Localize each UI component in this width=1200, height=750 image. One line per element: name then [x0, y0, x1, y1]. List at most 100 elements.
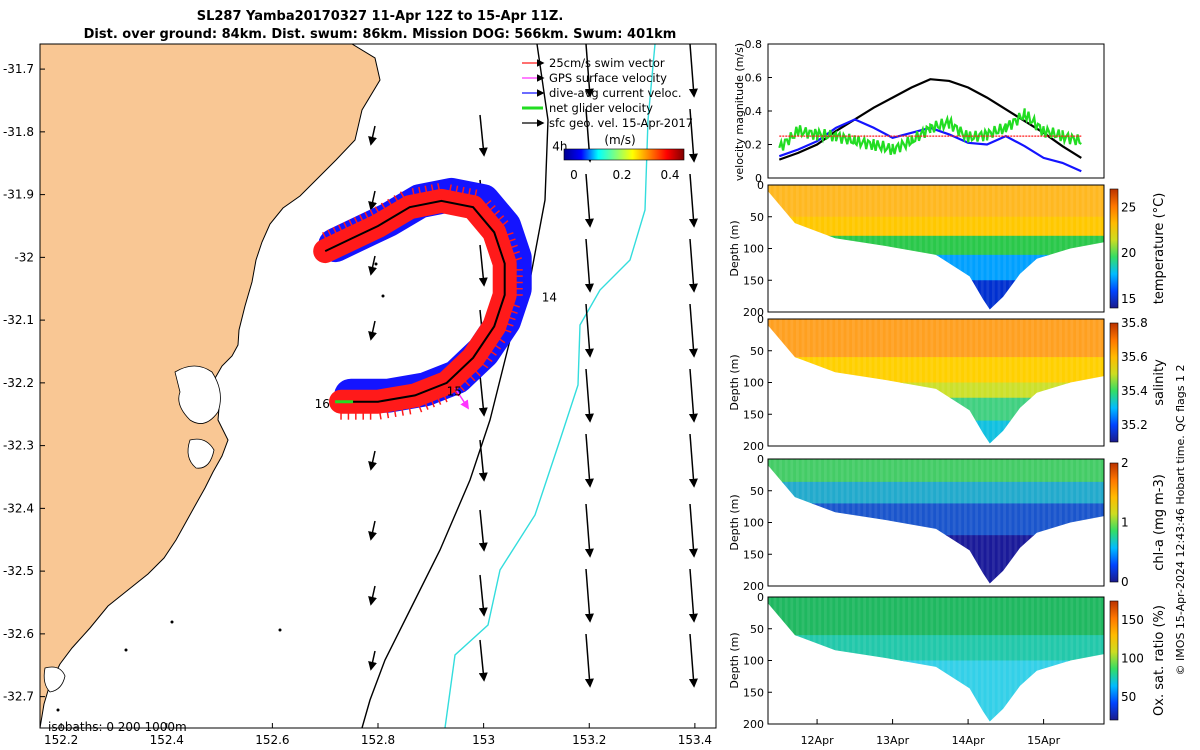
section-texture — [1003, 319, 1006, 444]
section-texture — [863, 319, 866, 444]
island-dot — [170, 620, 174, 624]
section-texture — [773, 185, 777, 310]
chl-a-colorbar-tick: 2 — [1121, 456, 1129, 470]
section-texture — [908, 459, 911, 584]
swim-vector-tick — [481, 344, 497, 356]
geo-velocity-arrow — [688, 238, 698, 293]
section-texture — [1092, 597, 1096, 722]
velocity-series-line — [778, 108, 1082, 155]
section-texture — [868, 185, 872, 310]
section-texture — [1042, 319, 1046, 444]
section-texture — [930, 319, 934, 444]
swim-vector-tick — [481, 205, 496, 218]
section-texture — [868, 597, 872, 722]
swim-vector-tick — [502, 250, 520, 259]
section-texture — [885, 319, 889, 444]
depth-axis-label: Depth (m) — [728, 354, 741, 410]
salinity-colorbar-tick: 35.4 — [1121, 384, 1148, 398]
section-texture — [997, 597, 1001, 722]
section-texture — [930, 459, 934, 584]
swim-vector-tick — [439, 385, 448, 403]
section-texture — [975, 185, 978, 310]
section-texture — [1036, 319, 1040, 444]
section-texture — [784, 185, 788, 310]
section-texture — [1036, 185, 1040, 310]
velocity-y-tick-label: 0.2 — [745, 139, 763, 152]
section-texture — [1064, 319, 1068, 444]
swim-vector-tick — [364, 211, 374, 229]
section-texture — [835, 597, 838, 722]
section-texture — [947, 459, 950, 584]
section-depth-band — [768, 420, 1104, 444]
section-texture — [1014, 185, 1018, 310]
section-texture — [980, 597, 984, 722]
section-texture — [919, 597, 922, 722]
section-texture — [902, 319, 906, 444]
time-tick-label: 13Apr — [876, 734, 910, 747]
island-dot — [124, 648, 128, 652]
geo-velocity-arrow — [478, 374, 488, 417]
section-texture — [936, 597, 939, 722]
section-texture — [941, 459, 945, 584]
section-texture — [1020, 597, 1023, 722]
depth-tick-label: 200 — [743, 440, 764, 453]
swim-vector-tick — [502, 300, 520, 308]
section-texture — [812, 597, 816, 722]
section-texture — [829, 459, 833, 584]
map-x-tick-label: 153.2 — [572, 733, 606, 747]
depth-tick-label: 0 — [757, 179, 764, 192]
section-texture — [1048, 597, 1051, 722]
section-depth-band — [768, 319, 1104, 359]
swim-vector-tick — [337, 224, 347, 242]
geo-velocity-arrow — [478, 244, 488, 287]
section-texture — [868, 319, 872, 444]
section-depth-band — [768, 254, 1104, 282]
section-depth-band — [768, 216, 1104, 237]
section-texture — [913, 459, 917, 584]
velocity-y-label: velocity magnitude (m/s) — [733, 43, 746, 181]
colorbar-tick-label: 0.2 — [612, 168, 631, 182]
swim-vector-tick — [461, 367, 476, 382]
track-time-label: 15 — [447, 384, 462, 398]
section-texture — [1031, 459, 1034, 584]
section-texture — [964, 185, 967, 310]
section-texture — [992, 319, 995, 444]
oxygen-colorbar-tick: 150 — [1121, 613, 1144, 627]
section-texture — [1025, 319, 1029, 444]
section-texture — [835, 459, 838, 584]
section-texture — [818, 597, 822, 722]
section-depth-band — [768, 397, 1104, 422]
island-dot — [374, 262, 378, 266]
geo-velocity-arrow — [688, 568, 698, 623]
section-texture — [846, 185, 850, 310]
section-texture — [941, 597, 945, 722]
swim-vector-tick — [343, 221, 353, 239]
oxygen-colorbar-label: Ox. sat. ratio (%) — [1152, 605, 1167, 716]
salinity-colorbar-label: salinity — [1152, 359, 1167, 406]
section-texture — [1087, 319, 1090, 444]
chart-title-line2: Dist. over ground: 84km. Dist. swum: 86k… — [83, 27, 677, 42]
legend-label: 25cm/s swim vector — [549, 56, 665, 70]
swim-vector-tick — [437, 183, 443, 202]
map-x-tick-label: 152.2 — [44, 733, 78, 747]
section-texture — [896, 459, 900, 584]
section-texture — [801, 459, 805, 584]
map-y-tick-label: -32.3 — [3, 439, 34, 453]
depth-tick-label: 150 — [743, 686, 764, 699]
section-texture — [1036, 459, 1040, 584]
section-texture — [947, 597, 950, 722]
section-texture — [1025, 597, 1029, 722]
section-texture — [1020, 319, 1023, 444]
velocity-y-tick-label: 0.4 — [745, 105, 763, 118]
section-texture — [1048, 459, 1051, 584]
section-texture — [1064, 459, 1068, 584]
depth-tick-label: 50 — [750, 345, 764, 358]
section-texture — [1048, 319, 1051, 444]
section-texture — [1048, 185, 1051, 310]
section-texture — [880, 185, 883, 310]
section-texture — [880, 319, 883, 444]
section-texture — [1059, 319, 1062, 444]
map-colorbar: (m/s) 0 0.2 0.4 — [563, 133, 685, 182]
